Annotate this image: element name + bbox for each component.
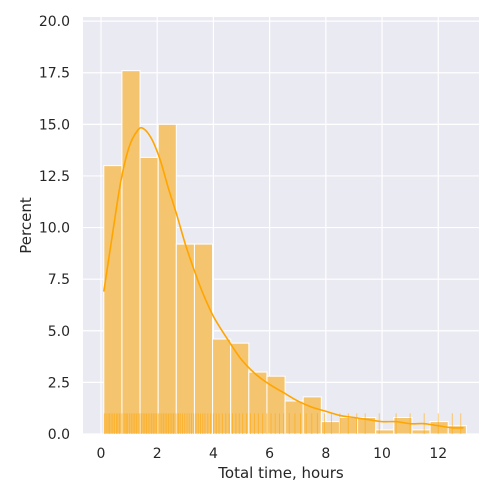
x-tick-label: 8	[321, 446, 330, 462]
y-tick-labels: 0.0 2.5 5.0 7.5 10.0 12.5 15.0 17.5 20.0	[39, 14, 70, 443]
y-tick-label: 7.5	[48, 272, 70, 288]
x-tick-label: 6	[265, 446, 274, 462]
y-tick-label: 12.5	[39, 169, 70, 185]
histogram-bar	[357, 416, 377, 435]
histogram-bar	[175, 243, 195, 435]
histogram-bar	[139, 156, 159, 435]
y-tick-label: 15.0	[39, 117, 70, 133]
x-tick-label: 10	[373, 446, 391, 462]
y-tick-label: 10.0	[39, 221, 70, 237]
histogram-bar	[193, 243, 214, 435]
kde-curve	[103, 126, 464, 429]
y-tick-label: 2.5	[48, 375, 70, 391]
x-tick-label: 0	[97, 446, 106, 462]
histogram-bar	[375, 429, 395, 435]
histogram-bar	[447, 425, 467, 435]
y-axis-label: Percent	[17, 197, 35, 254]
x-axis-label: Total time, hours	[217, 464, 344, 482]
histogram-bar	[103, 165, 123, 435]
y-tick-label: 0.0	[48, 427, 70, 443]
y-tick-label: 20.0	[39, 14, 70, 30]
x-tick-label: 12	[429, 446, 447, 462]
histogram-bar	[429, 421, 449, 435]
y-tick-label: 5.0	[48, 324, 70, 340]
histogram-bar	[157, 123, 177, 435]
histogram-bar	[411, 429, 431, 435]
histogram-bar	[121, 70, 141, 435]
x-tick-label: 4	[209, 446, 218, 462]
histogram-bar	[212, 338, 232, 435]
x-tick-labels: 0 2 4 6 8 10 12	[97, 446, 448, 462]
rug-marks	[103, 413, 462, 434]
x-tick-label: 2	[153, 446, 162, 462]
y-tick-label: 17.5	[39, 66, 70, 82]
